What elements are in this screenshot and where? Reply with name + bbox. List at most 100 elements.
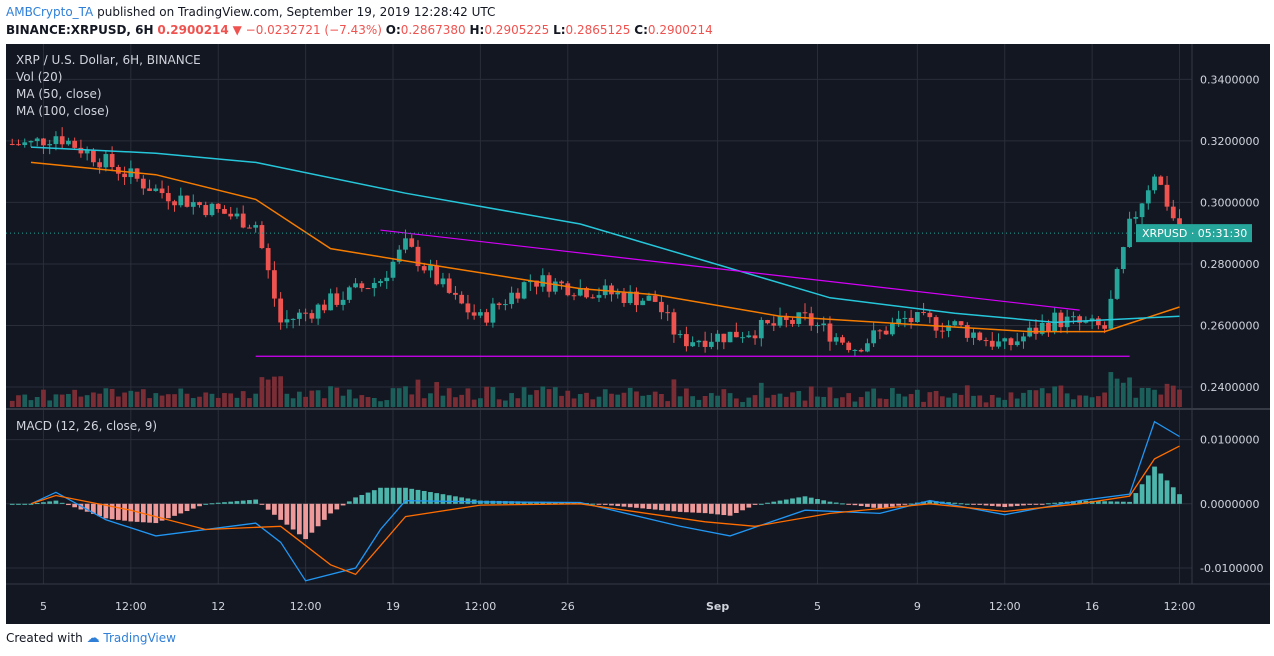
candle-body <box>1133 217 1139 219</box>
macd-histogram-bar <box>453 496 458 504</box>
candle-body <box>197 202 202 206</box>
candle-body <box>378 281 383 283</box>
macd-histogram-bar <box>346 501 352 504</box>
descending-trendline <box>380 229 1080 311</box>
chart-area[interactable]: 0.3400000 0.3200000 0.3000000 0.2800000 0.26… <box>6 44 1270 624</box>
candle-body <box>652 295 658 302</box>
volume-bar <box>403 386 408 407</box>
macd-histogram-bar <box>340 503 346 506</box>
volume-bar <box>140 389 146 407</box>
price-tag-box <box>1136 224 1252 243</box>
macd-histogram-bar <box>796 497 802 504</box>
macd-histogram-bar <box>128 503 134 522</box>
volume-bar <box>1064 393 1070 407</box>
candle-body <box>634 291 639 306</box>
ma50-line <box>30 161 1180 333</box>
volume-bar <box>933 390 939 407</box>
volume-bar <box>652 391 658 407</box>
macd-histogram-bar <box>428 492 433 504</box>
volume-bar <box>546 389 552 407</box>
legend-ma50: MA (50, close) <box>16 87 102 101</box>
candle-body <box>34 138 40 142</box>
candle-body <box>103 154 109 168</box>
volume-bar <box>109 388 115 407</box>
volume-bar <box>340 395 346 407</box>
volume-bar <box>840 397 845 407</box>
volume-bar <box>1114 378 1120 407</box>
macd-histogram-bar <box>771 501 777 504</box>
candle-body <box>109 154 115 168</box>
volume-bar <box>103 388 109 407</box>
volume-bar <box>715 395 720 407</box>
volume-bar <box>359 395 365 407</box>
macd-histogram-bar <box>983 503 989 506</box>
macd-histogram-bar <box>615 503 621 507</box>
macd-histogram-bar <box>303 503 308 540</box>
candle-body <box>865 343 870 352</box>
volume-bar <box>571 398 577 407</box>
macd-histogram-bar <box>1177 494 1182 504</box>
price-tick-label: 0.3400000 <box>1200 73 1260 86</box>
chart-svg[interactable]: 0.3400000 0.3200000 0.3000000 0.2800000 0.26… <box>6 44 1270 624</box>
candle-body <box>1158 176 1164 185</box>
volume-bar <box>1127 377 1132 407</box>
time-tick-label: 19 <box>386 600 400 613</box>
time-tick-label: Sep <box>706 600 729 613</box>
volume-bar <box>908 394 914 407</box>
macd-histogram-bar <box>378 487 383 504</box>
volume-bar <box>115 396 121 407</box>
candle-body <box>140 178 146 189</box>
macd-histogram-bar <box>1014 503 1020 506</box>
macd-histogram-bar <box>777 500 783 504</box>
candle-body <box>509 292 514 305</box>
volume-bar <box>540 386 546 407</box>
candle-body <box>371 282 377 289</box>
macd-histogram-bar <box>84 503 90 512</box>
volume-bar <box>802 400 808 407</box>
volume-bar <box>534 390 539 407</box>
price-tick-label: 0.3200000 <box>1200 135 1260 148</box>
symbol-label: BINANCE:XRPUSD, 6H <box>6 23 154 37</box>
tradingview-link[interactable]: TradingView <box>103 631 176 645</box>
candle-body <box>902 317 908 319</box>
macd-histogram-bar <box>1158 473 1164 504</box>
macd-histogram-bar <box>952 502 958 504</box>
volume-bar <box>1133 397 1139 407</box>
candle-body <box>877 330 883 332</box>
macd-histogram-bar <box>1133 493 1139 504</box>
candle-body <box>577 288 583 296</box>
candle-body <box>309 313 315 319</box>
volume-bar <box>883 399 889 407</box>
volume-bar <box>471 399 477 407</box>
candle-body <box>1008 338 1014 346</box>
volume-bar <box>521 387 527 407</box>
macd-histogram-bar <box>1033 503 1039 505</box>
price-tick-label: 0.3000000 <box>1200 196 1260 209</box>
candle-body <box>890 323 895 335</box>
author-link[interactable]: AMBCrypto_TA <box>6 5 94 19</box>
macd-histogram-bar <box>284 503 290 525</box>
volume-bar <box>66 393 71 407</box>
candle-body <box>1127 218 1132 248</box>
time-tick-label: 12:00 <box>1164 600 1196 613</box>
candle-body <box>721 333 727 343</box>
candle-body <box>303 312 308 314</box>
publish-header: AMBCrypto_TA published on TradingView.co… <box>6 5 495 19</box>
volume-bar <box>833 398 839 407</box>
macd-line <box>30 420 1180 582</box>
volume-bar <box>646 394 652 407</box>
candle-body <box>727 331 733 343</box>
candle-body <box>771 323 777 326</box>
candle-body <box>1046 322 1051 332</box>
volume-bar <box>134 391 140 407</box>
macd-histogram-bar <box>783 499 789 504</box>
macd-histogram-bar <box>309 503 315 533</box>
macd-histogram-bar <box>908 503 914 505</box>
macd-histogram-bar <box>321 503 327 520</box>
volume-bar <box>165 394 171 407</box>
macd-histogram-bar <box>852 503 858 506</box>
time-tick-label: 26 <box>561 600 575 613</box>
candle-body <box>540 275 546 287</box>
macd-histogram-bar <box>927 500 933 504</box>
macd-histogram-bar <box>47 501 53 504</box>
